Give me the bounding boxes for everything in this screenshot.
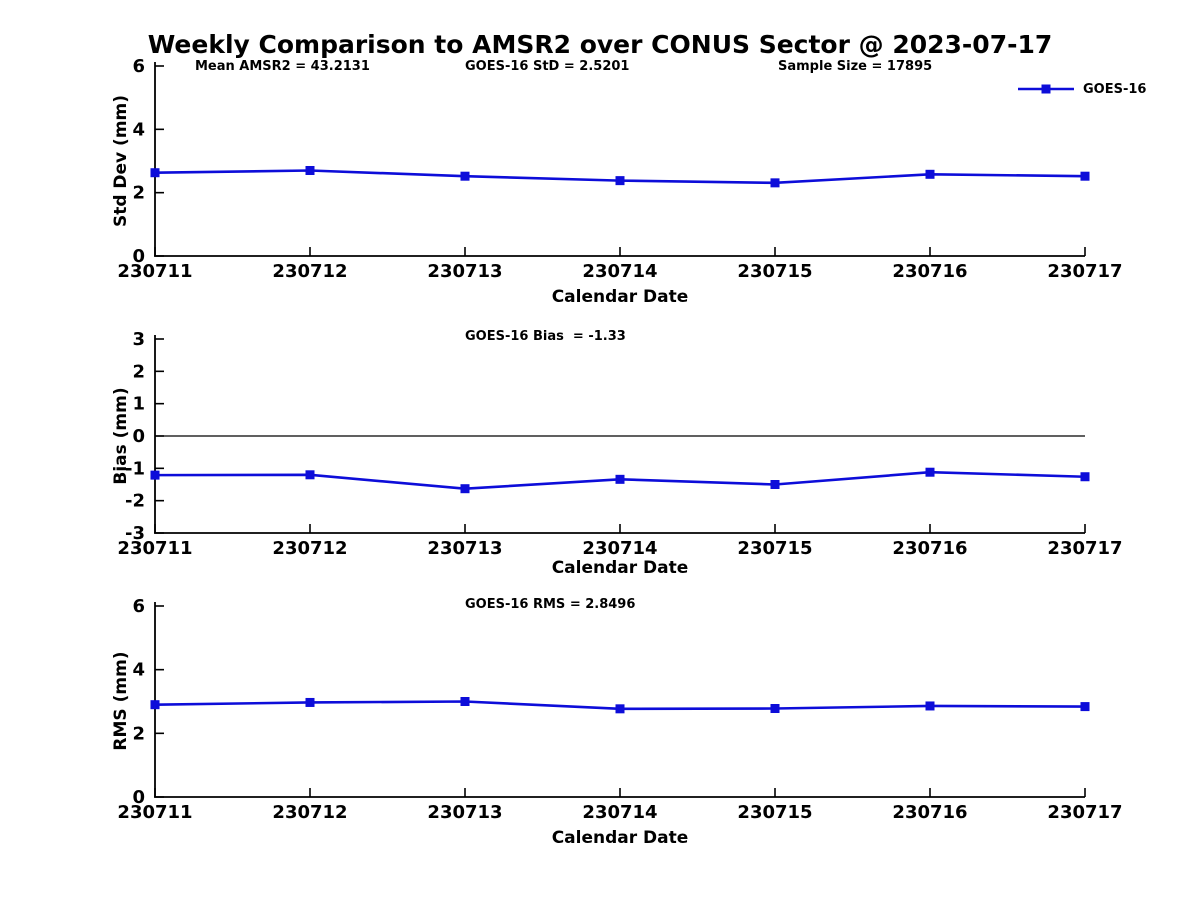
x-axis-label-2: Calendar Date [551, 558, 689, 578]
stat-goes16-rms: GOES-16 RMS = 2.8496 [465, 597, 636, 612]
x-tick-label: 230716 [892, 538, 967, 559]
x-tick-label: 230712 [272, 802, 347, 823]
y-axis-label-stddev: Std Dev (mm) [111, 94, 131, 228]
x-tick-label: 230713 [427, 261, 502, 282]
x-axis-label-3: Calendar Date [551, 828, 689, 848]
y-tick-label: 0 [132, 246, 145, 267]
data-marker [770, 704, 780, 714]
data-marker [770, 480, 780, 489]
legend-marker-sample [1041, 84, 1051, 94]
stat-goes16-bias: GOES-16 Bias = -1.33 [465, 329, 626, 344]
data-marker [925, 701, 935, 711]
y-tick-label: 2 [132, 361, 145, 382]
y-tick-label: 4 [132, 119, 145, 140]
y-tick-label: 1 [132, 394, 145, 415]
legend-label-goes16: GOES-16 [1083, 82, 1147, 97]
data-marker [305, 697, 315, 707]
y-tick-label: 3 [132, 329, 145, 350]
y-tick-label: -1 [125, 458, 145, 479]
y-tick-label: -3 [125, 523, 145, 544]
x-tick-label: 230711 [117, 538, 192, 559]
data-marker [150, 168, 160, 178]
data-marker [305, 470, 315, 480]
data-marker [1080, 171, 1090, 181]
y-axis-label-rms: RMS (mm) [111, 651, 131, 751]
data-marker [615, 474, 625, 484]
x-tick-label: 230716 [892, 802, 967, 823]
x-tick-label: 230712 [272, 261, 347, 282]
data-marker [615, 176, 625, 186]
y-tick-label: -2 [125, 491, 145, 512]
y-tick-label: 2 [132, 183, 145, 204]
data-marker [460, 697, 470, 706]
x-tick-label: 230716 [892, 261, 967, 282]
stat-sample-size: Sample Size = 17895 [778, 59, 933, 74]
x-tick-label: 230715 [737, 261, 812, 282]
data-marker [1080, 702, 1090, 712]
y-tick-label: 0 [132, 426, 145, 447]
x-tick-label: 230713 [427, 802, 502, 823]
stat-mean-amsr2: Mean AMSR2 = 43.2131 [195, 59, 370, 74]
x-tick-label: 230712 [272, 538, 347, 559]
x-tick-label: 230714 [582, 802, 657, 823]
y-tick-label: 2 [132, 723, 145, 744]
y-axis-label-bias: Bias (mm) [111, 387, 131, 485]
stat-goes16-std: GOES-16 StD = 2.5201 [465, 59, 630, 74]
x-tick-label: 230717 [1047, 261, 1122, 282]
data-marker [460, 171, 470, 181]
data-marker [615, 704, 625, 714]
x-axis-label-1: Calendar Date [551, 287, 689, 307]
data-marker [150, 470, 160, 480]
x-tick-label: 230713 [427, 538, 502, 559]
data-marker [460, 484, 470, 494]
page-title: Weekly Comparison to AMSR2 over CONUS Se… [147, 30, 1053, 59]
x-tick-label: 230714 [582, 261, 657, 282]
y-tick-label: 4 [132, 660, 145, 681]
x-tick-label: 230714 [582, 538, 657, 559]
x-tick-label: 230717 [1047, 538, 1122, 559]
data-marker [305, 166, 315, 175]
x-tick-label: 230711 [117, 261, 192, 282]
x-tick-label: 230711 [117, 802, 192, 823]
data-marker [150, 700, 160, 710]
data-marker [925, 467, 935, 477]
data-marker [770, 178, 780, 188]
y-tick-label: 6 [132, 56, 145, 77]
x-tick-label: 230717 [1047, 802, 1122, 823]
data-marker [925, 169, 935, 179]
x-tick-label: 230715 [737, 802, 812, 823]
y-tick-label: 0 [132, 787, 145, 808]
data-marker [1080, 472, 1090, 482]
y-tick-label: 6 [132, 596, 145, 617]
x-tick-label: 230715 [737, 538, 812, 559]
